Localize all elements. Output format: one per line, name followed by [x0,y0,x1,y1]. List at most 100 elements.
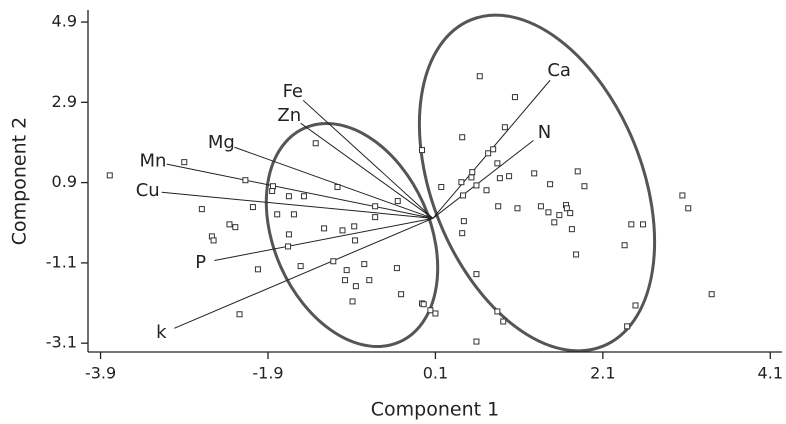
data-point [581,183,588,190]
data-point [372,203,379,210]
vector-label: Fe [283,81,303,102]
data-point [531,170,538,177]
data-point [476,73,483,80]
data-point [490,146,497,153]
y-tick-label: 0.9 [52,172,77,191]
data-point [500,318,507,325]
data-point [269,188,276,195]
data-point [351,223,358,230]
data-point [352,283,359,290]
data-point [458,179,465,186]
data-point [290,211,297,218]
group-ellipse [417,13,657,353]
data-point [628,221,635,228]
data-point [679,192,686,199]
loading-vector [300,122,434,219]
data-point [420,301,427,308]
data-point [343,267,350,274]
data-point [270,183,277,190]
data-point [181,159,188,166]
vector-label: P [195,252,206,273]
data-point [460,218,467,225]
vector-label: Mn [139,151,166,172]
loading-vector [161,191,433,219]
y-tick-label: 2.9 [52,92,77,111]
data-point [419,147,426,154]
x-tick-label: -1.9 [252,364,283,383]
data-point [274,211,281,218]
data-point [483,187,490,194]
data-point [285,243,292,250]
group-ellipse [264,122,440,348]
x-tick-label: 4.1 [758,364,783,383]
data-point [342,277,349,284]
data-point [574,168,581,175]
data-point [366,277,373,284]
data-point [568,226,575,233]
x-axis-title: Component 1 [371,399,499,421]
data-point [300,193,307,200]
data-point [438,184,445,191]
data-point [514,205,521,212]
vector-label: k [156,322,167,343]
loading-vector [214,217,434,261]
data-point [573,251,580,258]
data-point [494,160,501,167]
vector-label: N [538,122,551,143]
data-point [432,310,439,317]
data-point [551,219,558,226]
data-point [473,182,480,189]
data-point [330,258,337,265]
data-point [563,205,570,212]
data-point [496,175,503,182]
data-point [632,302,639,309]
data-point [334,184,341,191]
vector-label: Mg [208,132,235,153]
data-point [506,173,513,180]
data-point [372,214,379,221]
x-tick-label: -3.9 [85,364,116,383]
data-point [297,263,304,270]
y-tick-label: -1.1 [46,252,77,271]
data-point [339,227,346,234]
data-point [361,261,368,268]
data-point [640,221,647,228]
data-point [198,206,205,213]
data-point [547,181,554,188]
data-point [685,205,692,212]
loading-vector [302,99,434,219]
data-point [545,209,552,216]
data-point [459,230,466,237]
data-point [285,231,292,238]
data-point [210,237,217,244]
x-tick-label: 0.1 [423,364,448,383]
data-point [459,134,466,141]
data-point [236,311,243,318]
data-point [473,338,480,345]
data-point [226,221,233,228]
data-point [567,210,574,217]
loading-vector [234,146,434,219]
data-point [285,193,292,200]
data-point [537,203,544,210]
data-point [232,224,239,231]
vector-label: Cu [136,180,160,201]
y-tick-label: -3.1 [46,333,77,352]
data-point [621,242,628,249]
data-point [427,307,434,314]
data-point [106,172,113,179]
data-point [708,291,715,298]
data-point [494,308,501,315]
loading-vector [174,217,434,329]
data-point [349,298,356,305]
data-point [501,124,508,131]
data-point [321,225,328,232]
y-axis-title: Component 2 [9,117,31,245]
data-point [398,291,405,298]
data-point [511,94,518,101]
data-point [394,198,401,205]
data-point [469,169,476,176]
data-point [393,265,400,272]
data-point [485,150,492,157]
